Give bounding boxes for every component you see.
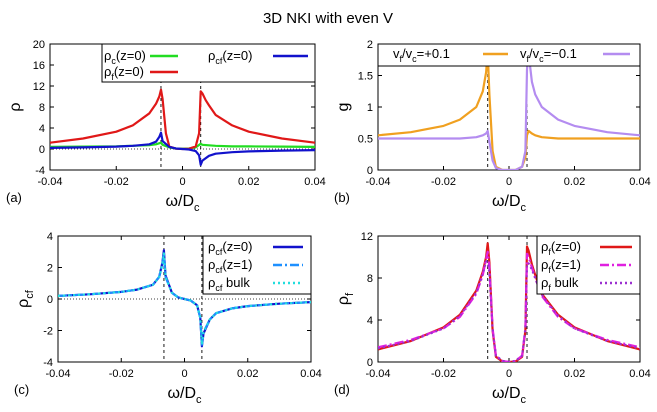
y-tick-label: 1 xyxy=(367,102,373,114)
legend-label: ρf(z=1) xyxy=(541,257,581,275)
y-tick-label: 8 xyxy=(367,273,373,285)
y-tick-label: 4 xyxy=(367,315,373,327)
legend-label: ρc(z=0) xyxy=(104,48,146,66)
x-tick-label: 0 xyxy=(181,368,187,380)
legend-label: vf/vc=+0.1 xyxy=(393,46,450,64)
x-tick-label: -0.04 xyxy=(45,368,70,380)
y-tick-label: 0 xyxy=(39,144,45,156)
y-tick-label: 1.5 xyxy=(358,71,373,83)
x-tick-label: 0.02 xyxy=(238,176,259,188)
panel-label: (a) xyxy=(6,190,22,205)
series-line-1 xyxy=(378,52,640,170)
y-axis-label: g xyxy=(335,103,352,112)
y-tick-label: 12 xyxy=(33,81,45,93)
x-tick-label: 0.04 xyxy=(300,368,321,380)
x-tick-label: -0.02 xyxy=(431,176,456,188)
y-tick-label: 8 xyxy=(39,102,45,114)
x-tick-label: 0 xyxy=(506,176,512,188)
panel-label: (c) xyxy=(14,382,29,397)
y-tick-label: 0 xyxy=(47,294,53,306)
series-line-1 xyxy=(50,88,315,151)
legend-label: ρcf(z=0) xyxy=(208,239,252,257)
x-tick-label: -0.04 xyxy=(37,176,62,188)
legend-box xyxy=(202,235,312,295)
x-tick-label: 0 xyxy=(506,368,512,380)
y-axis-label: ρcf xyxy=(15,289,36,308)
y-tick-label: 4 xyxy=(47,231,53,243)
panel-2: -0.04 -0.02 0 0.02 0.04 -4 -2 0 2 4 ρcf(z=0)ρcf(z=… xyxy=(14,231,322,406)
y-tick-label: 12 xyxy=(361,231,373,243)
legend-label: ρf(z=0) xyxy=(541,239,581,257)
x-tick-label: 0.02 xyxy=(237,368,258,380)
series-line-2 xyxy=(58,252,311,346)
legend-box xyxy=(377,43,641,67)
legend-label: ρf(z=0) xyxy=(104,64,144,82)
x-tick-label: 0.04 xyxy=(304,176,325,188)
series-line-0 xyxy=(378,50,640,170)
x-tick-label: -0.02 xyxy=(431,368,456,380)
y-tick-label: 20 xyxy=(33,39,45,51)
panel-0: -0.04 -0.02 0 0.02 0.04 -4 0 4 8 12 16 20 ρc(z=0)ρf(… xyxy=(6,39,326,214)
figure-title: 3D NKI with even V xyxy=(263,10,393,27)
x-tick-label: -0.04 xyxy=(365,368,390,380)
y-tick-label: 0 xyxy=(367,357,373,369)
y-tick-label: 4 xyxy=(39,123,45,135)
legend-box xyxy=(101,43,316,83)
y-tick-label: 16 xyxy=(33,60,45,72)
legend-label: ρf bulk xyxy=(541,275,579,293)
legend-label: ρcf(z=0) xyxy=(208,48,252,66)
x-axis-label: ω/Dc xyxy=(492,385,527,406)
y-tick-label: 2 xyxy=(367,39,373,51)
y-tick-label: 0 xyxy=(367,165,373,177)
x-tick-label: 0.02 xyxy=(564,368,585,380)
x-axis-label: ω/Dc xyxy=(168,385,203,406)
y-tick-label: -2 xyxy=(43,326,53,338)
x-tick-label: 0 xyxy=(179,176,185,188)
y-axis-label: ρ xyxy=(7,102,24,111)
x-tick-label: 0.04 xyxy=(629,176,650,188)
y-tick-label: 2 xyxy=(47,263,53,275)
x-tick-label: 0.02 xyxy=(564,176,585,188)
y-tick-label: -4 xyxy=(43,357,53,369)
x-axis-label: ω/Dc xyxy=(166,193,201,214)
y-tick-label: 0.5 xyxy=(358,134,373,146)
panel-3: -0.04 -0.02 0 0.02 0.0404812ρf(z=0)ρf(z=1)ρf… xyxy=(334,231,651,406)
panel-1: -0.04 -0.02 0 0.02 0.04 0 0.5 1 1.5 2 vf/vc=+0.1 vf… xyxy=(334,39,651,214)
series-line-2 xyxy=(50,131,315,166)
y-tick-label: -4 xyxy=(35,165,45,177)
y-axis-label: ρf xyxy=(335,292,356,305)
legend-label: vf/vc=−0.1 xyxy=(520,46,577,64)
panels-group: -0.04 -0.02 0 0.02 0.04-4048121620ρc(z=0)ρf(… xyxy=(6,39,651,406)
x-tick-label: -0.02 xyxy=(104,176,129,188)
legend-label: ρcf bulk xyxy=(208,275,250,293)
x-axis-label: ω/Dc xyxy=(492,193,527,214)
x-tick-label: 0.04 xyxy=(629,368,650,380)
panel-label: (d) xyxy=(334,382,350,397)
panel-label: (b) xyxy=(334,190,350,205)
x-tick-label: -0.04 xyxy=(365,176,390,188)
legend-label: ρcf(z=1) xyxy=(208,257,252,275)
x-tick-label: -0.02 xyxy=(109,368,134,380)
